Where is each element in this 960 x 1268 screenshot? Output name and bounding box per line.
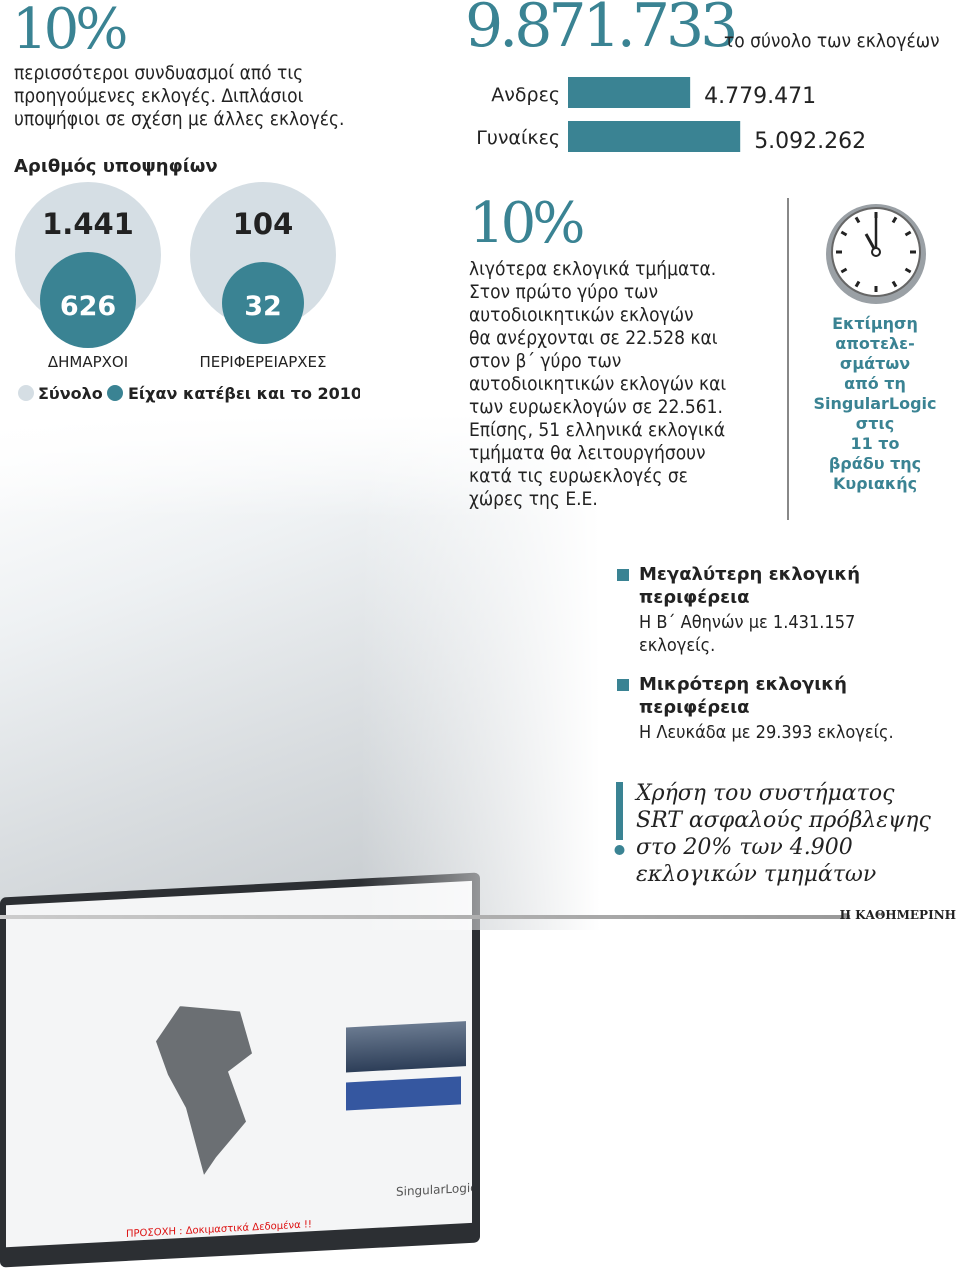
text-line: στο 20% των 4.900 (636, 835, 853, 860)
clock-tick (904, 230, 912, 237)
exclamation-icon (614, 782, 625, 855)
bar-category-women: Γυναίκες (476, 127, 560, 149)
fact-smallest: Μικρότερη εκλογική περιφέρεια Η Λευκάδα … (617, 673, 894, 744)
returning-label-regional: 32 (244, 291, 282, 322)
text-line: Εκτίμηση (832, 314, 918, 333)
legend-swatch-returning (107, 385, 123, 401)
text-line: στον β΄ γύρο των (469, 350, 622, 372)
text-line: SingularLogic (813, 394, 937, 413)
fact-text: εκλογείς. (639, 635, 716, 656)
fact-title: περιφέρεια (639, 587, 750, 608)
total-voters-value: 9.871.733 (465, 0, 738, 61)
text-line: από τη (844, 374, 906, 393)
left-stat-value: 10% (12, 0, 128, 62)
monitor-photo: SingularLogic ΠΡΟΣΟΧΗ : Δοκιμαστικά Δεδο… (0, 415, 600, 1268)
returning-label-mayors: 626 (60, 291, 116, 322)
screen-banner-eu (346, 1076, 461, 1111)
legend-returning: Είχαν κατέβει και το 2010 (128, 384, 360, 403)
clock-tick (840, 267, 848, 274)
clock-tick (891, 280, 898, 288)
total-label-mayors: 1.441 (42, 207, 134, 241)
category-mayors: ΔΗΜΑΡΧΟΙ (48, 353, 128, 371)
text-line: αυτοδιοικητικών εκλογών (469, 304, 694, 326)
screen-banner (346, 1021, 466, 1073)
note-text: Χρήση του συστήματος SRT ασφαλούς πρόβλε… (636, 780, 931, 888)
clock-tick (854, 280, 861, 288)
text-line: προηγούμενες εκλογές. Διπλάσιοι (14, 85, 304, 107)
clock-tick (891, 216, 898, 224)
bar-value-women: 5.092.262 (754, 129, 866, 154)
greece-map (156, 1001, 276, 1177)
screen-warning: ΠΡΟΣΟΧΗ : Δοκιμαστικά Δεδομένα !! (126, 1219, 312, 1240)
middle-stat-value: 10% (469, 191, 585, 256)
bar-men (568, 77, 691, 108)
category-regional: ΠΕΡΙΦΕΡΕΙΑΡΧΕΣ (200, 353, 327, 371)
credit: Η ΚΑΘΗΜΕΡΙΝΗ (839, 908, 956, 922)
candidates-chart: 1.441 104 626 32 ΔΗΜΑΡΧΟΙ ΠΕΡΙΦΕΡΕΙΑΡΧΕΣ… (15, 182, 360, 403)
bullet-square-icon (617, 568, 629, 581)
fact-text: Η Β΄ Αθηνών με 1.431.157 (639, 612, 856, 633)
middle-stat-text: λιγότερα εκλογικά τμήματα. Στον πρώτο γύ… (469, 258, 726, 511)
clock-tick (840, 230, 848, 237)
returning-circle-mayors (40, 252, 136, 348)
fact-text: Η Λευκάδα με 29.393 εκλογείς. (639, 722, 894, 743)
text-line: υποψήφιοι σε σχέση με άλλες εκλογές. (14, 108, 345, 130)
bar-category-men: Ανδρες (491, 84, 560, 106)
total-voters-label: το σύνολο των εκλογέων (724, 30, 940, 52)
bullet-square-icon (617, 678, 629, 691)
monitor-screen: SingularLogic ΠΡΟΣΟΧΗ : Δοκιμαστικά Δεδο… (6, 880, 472, 1248)
fact-largest: Μεγαλύτερη εκλογική περιφέρεια Η Β΄ Αθην… (617, 563, 860, 657)
text-line: βράδυ της (828, 454, 922, 473)
fact-title: περιφέρεια (639, 697, 750, 718)
text-line: Επίσης, 51 ελληνικά εκλογικά (469, 419, 726, 441)
clock-tick (904, 267, 912, 274)
divider (787, 198, 789, 520)
bar-value-men: 4.779.471 (704, 84, 816, 109)
clock-icon (826, 204, 926, 304)
left-stat-text: περισσότεροι συνδυασμοί από τις προηγούμ… (14, 62, 344, 131)
text-line: εκλογικών τμημάτων (636, 862, 877, 887)
text-line: χώρες της Ε.Ε. (469, 488, 598, 510)
text-line: θα ανέρχονται σε 22.528 και (469, 327, 718, 349)
text-line: αποτελε- (835, 334, 915, 353)
legend-total: Σύνολο (38, 384, 103, 403)
fact-title: Μικρότερη εκλογική (639, 674, 847, 695)
fact-title: Μεγαλύτερη εκλογική (639, 564, 861, 585)
text-line: Στον πρώτο γύρο των (469, 281, 659, 303)
text-line: στις (855, 414, 895, 433)
text-line: λιγότερα εκλογικά τμήματα. (469, 258, 717, 280)
text-line: Χρήση του συστήματος (636, 781, 895, 806)
estimate-text: Εκτίμηση αποτελε- σμάτων από τη Singular… (800, 314, 950, 494)
text-line: 11 το (850, 434, 900, 453)
gender-bar-chart: Ανδρες Γυναίκες 4.779.471 5.092.262 (476, 77, 866, 154)
total-label-regional: 104 (233, 207, 294, 241)
footer-rule (0, 915, 850, 919)
monitor: SingularLogic ΠΡΟΣΟΧΗ : Δοκιμαστικά Δεδο… (0, 872, 480, 1268)
screen-logo: SingularLogic (396, 1180, 472, 1199)
text-line: σμάτων (839, 354, 911, 373)
bar-women (568, 121, 741, 152)
candidates-title: Αριθμός υποψηφίων (14, 156, 218, 177)
returning-circle-regional (222, 262, 304, 344)
text-line: περισσότεροι συνδυασμοί από τις (14, 62, 304, 84)
text-line: των ευρωεκλογών σε 22.561. (469, 396, 723, 418)
legend-swatch-total (18, 385, 34, 401)
text-line: κατά τις ευρωεκλογές σε (469, 465, 688, 487)
text-line: SRT ασφαλούς πρόβλεψης (636, 808, 931, 833)
clock-tick (854, 216, 861, 224)
text-line: αυτοδιοικητικών εκλογών και (469, 373, 727, 395)
text-line: τμήματα θα λειτουργήσουν (469, 442, 706, 464)
text-line: Κυριακής (832, 474, 918, 493)
